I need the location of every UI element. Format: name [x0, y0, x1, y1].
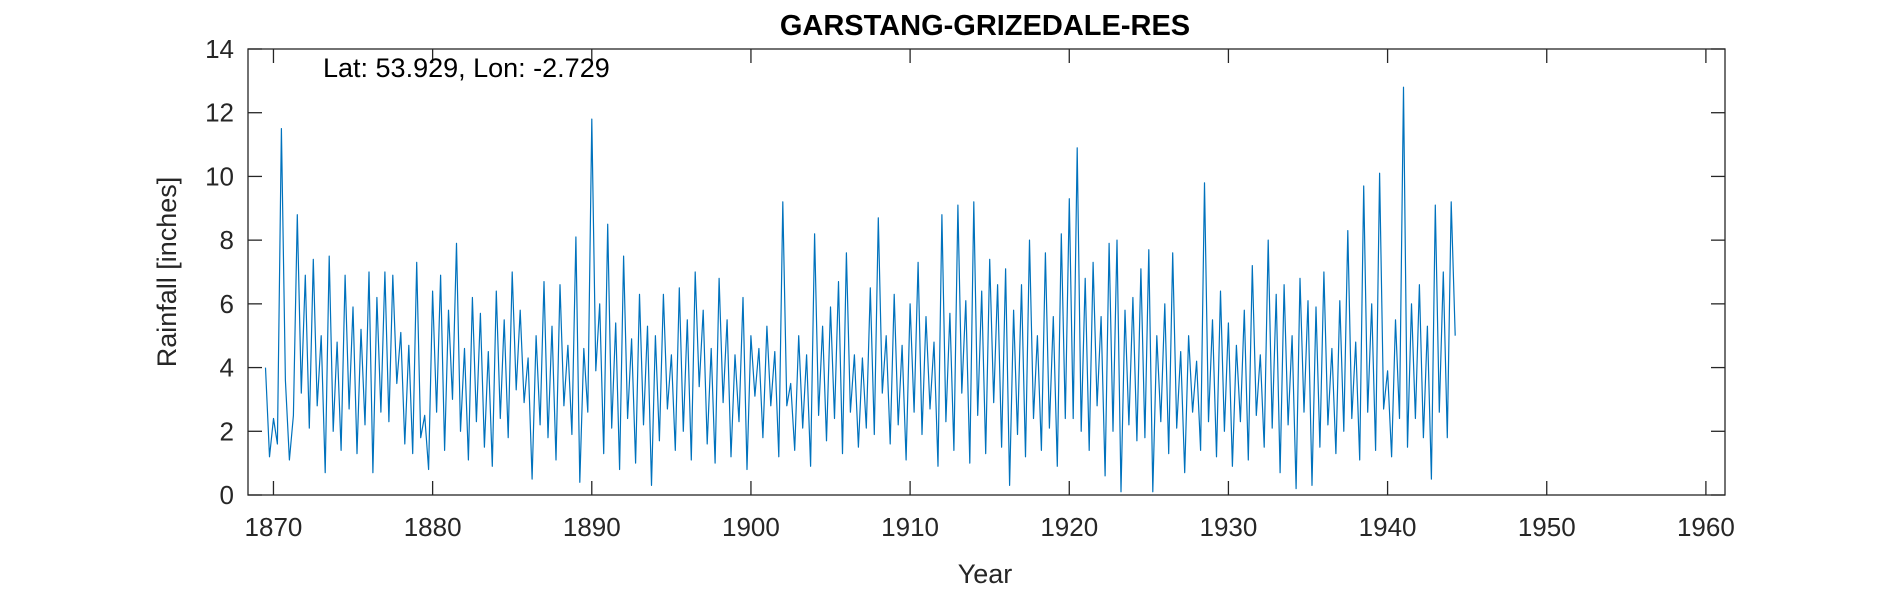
x-tick-label: 1880 — [404, 512, 462, 542]
x-tick-label: 1940 — [1359, 512, 1417, 542]
x-tick-label: 1960 — [1677, 512, 1735, 542]
y-tick-label: 14 — [205, 34, 234, 64]
chart-title: GARSTANG-GRIZEDALE-RES — [780, 10, 1190, 42]
x-tick-label: 1950 — [1518, 512, 1576, 542]
x-axis: 1870 1880 1890 1900 1910 1920 1930 1940 1950 1960 — [245, 49, 1735, 542]
y-tick-label: 6 — [220, 289, 234, 319]
y-tick-label: 12 — [205, 98, 234, 128]
y-tick-label: 2 — [220, 416, 234, 446]
x-tick-label: 1900 — [722, 512, 780, 542]
y-tick-label: 10 — [205, 161, 234, 191]
series-layer — [264, 86, 1456, 493]
x-tick-label: 1870 — [245, 512, 303, 542]
x-tick-label: 1890 — [563, 512, 621, 542]
y-tick-label: 0 — [220, 480, 234, 510]
x-tick-label: 1930 — [1200, 512, 1258, 542]
y-axis: 0 2 4 6 8 10 12 14 — [205, 34, 1725, 510]
y-axis-label: Rainfall [inches] — [152, 177, 182, 368]
x-tick-label: 1920 — [1040, 512, 1098, 542]
location-annotation: Lat: 53.929, Lon: -2.729 — [323, 53, 610, 83]
y-tick-label: 8 — [220, 225, 234, 255]
rainfall-series-line — [264, 86, 1456, 493]
x-axis-label: Year — [958, 559, 1013, 589]
x-tick-label: 1910 — [881, 512, 939, 542]
y-tick-label: 4 — [220, 353, 234, 383]
